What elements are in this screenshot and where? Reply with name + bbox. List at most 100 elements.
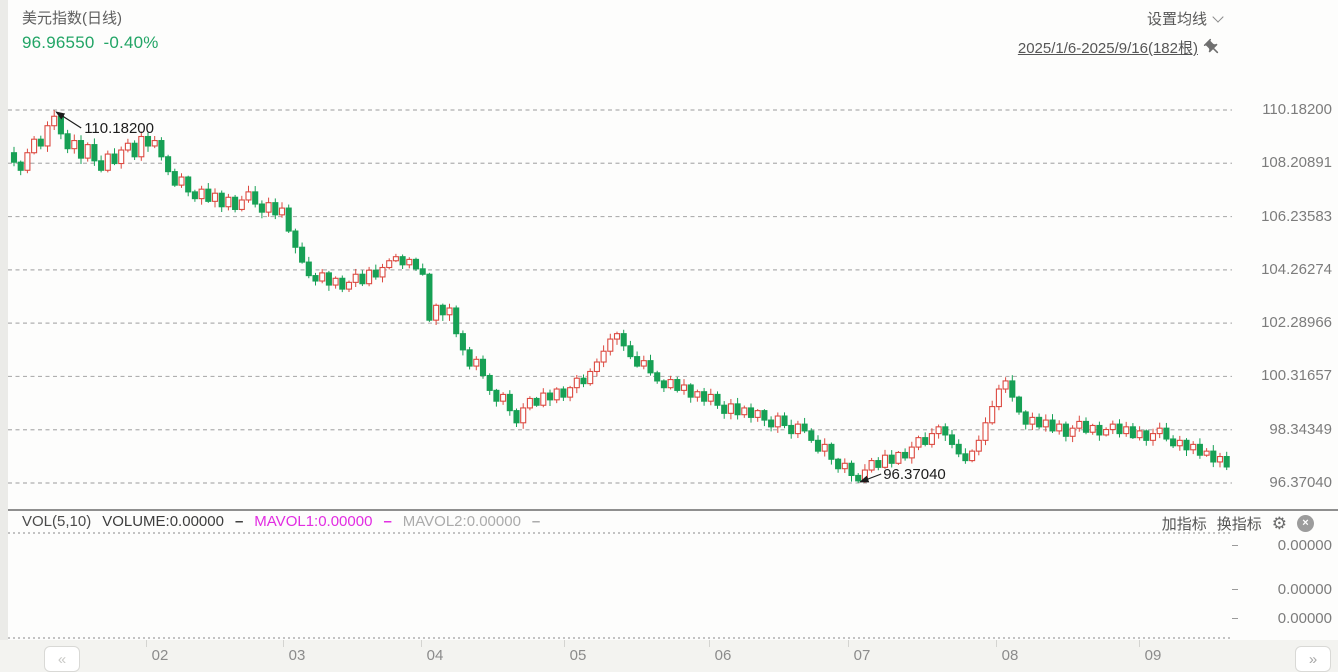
month-label: 02 bbox=[151, 647, 169, 664]
candle-body bbox=[232, 196, 239, 210]
candle-body bbox=[37, 138, 44, 147]
candle-body bbox=[788, 424, 795, 435]
candle-body bbox=[71, 140, 78, 150]
candle-body bbox=[124, 142, 131, 151]
candle-body bbox=[265, 202, 272, 213]
candle-body bbox=[473, 358, 480, 367]
candle-body bbox=[1036, 416, 1043, 428]
candle-body bbox=[835, 458, 842, 470]
candle-body bbox=[607, 338, 614, 352]
candle-body bbox=[660, 380, 667, 389]
candle-body bbox=[888, 454, 895, 464]
candle-body bbox=[694, 391, 701, 398]
switch-indicator-button[interactable]: 换指标 bbox=[1216, 516, 1262, 533]
candle-body bbox=[77, 140, 85, 159]
candle-body bbox=[821, 443, 828, 452]
candle-body bbox=[44, 125, 51, 147]
candle-body bbox=[714, 393, 721, 406]
candle-body bbox=[627, 345, 634, 358]
add-indicator-button[interactable]: 加指标 bbox=[1161, 516, 1207, 533]
candle-body bbox=[727, 403, 734, 414]
candle-body bbox=[875, 460, 882, 468]
candle-body bbox=[91, 144, 98, 162]
candle-body bbox=[774, 415, 781, 428]
date-range-link[interactable]: 2025/1/6-2025/9/16(182根) bbox=[1017, 40, 1198, 57]
month-label: 09 bbox=[1144, 647, 1162, 664]
candle-body bbox=[580, 377, 587, 385]
candle-body bbox=[855, 474, 862, 482]
month-tick bbox=[283, 640, 284, 647]
candle-body bbox=[741, 407, 748, 416]
candle-body bbox=[513, 410, 520, 424]
candle-body bbox=[466, 349, 473, 367]
candle-body bbox=[754, 410, 761, 418]
candle-body bbox=[205, 188, 212, 202]
candle-body bbox=[1049, 419, 1056, 432]
ma-settings-dropdown[interactable]: 设置均线 bbox=[1147, 8, 1224, 29]
candle-body bbox=[165, 156, 172, 173]
volume-axis-label: 0.00000 bbox=[1277, 537, 1332, 554]
candle-body bbox=[928, 433, 935, 445]
candle-body bbox=[433, 304, 440, 321]
candle-body bbox=[573, 377, 580, 389]
candle-body bbox=[345, 281, 353, 290]
candle-body bbox=[969, 450, 976, 462]
candle-body bbox=[593, 361, 600, 373]
candle-body bbox=[493, 389, 500, 402]
candle-body bbox=[975, 439, 982, 452]
candle-body bbox=[171, 171, 178, 186]
price-axis-label: 108.20891 bbox=[1261, 154, 1332, 172]
month-label: 04 bbox=[426, 647, 444, 664]
candle-body bbox=[634, 356, 641, 367]
month-tick bbox=[146, 640, 147, 647]
candle-body bbox=[412, 258, 420, 270]
volume-axis-tick bbox=[1232, 589, 1238, 590]
candlestick-svg[interactable]: 110.18200 96.37040 bbox=[8, 75, 1232, 505]
last-price: 96.96550 bbox=[22, 33, 95, 52]
candle-body bbox=[1089, 424, 1096, 433]
gear-icon[interactable]: ⚙ bbox=[1271, 514, 1287, 533]
candle-body bbox=[406, 258, 413, 266]
candle-body bbox=[453, 307, 460, 335]
candle-body bbox=[1149, 433, 1157, 441]
candle-body bbox=[1062, 423, 1069, 437]
mavol1-value: MAVOL1:0.00000 bbox=[254, 513, 373, 530]
candle-body bbox=[1216, 455, 1224, 463]
candle-body bbox=[479, 358, 487, 377]
candle-body bbox=[31, 138, 38, 154]
candle-body bbox=[392, 256, 399, 262]
candle-body bbox=[1123, 426, 1130, 435]
candle-body bbox=[1129, 426, 1136, 439]
candle-body bbox=[1156, 427, 1163, 435]
candle-body bbox=[1103, 428, 1110, 436]
left-edge-strip bbox=[0, 0, 8, 672]
volume-axis-label: 0.00000 bbox=[1277, 581, 1332, 598]
candle-body bbox=[808, 430, 815, 441]
candle-body bbox=[948, 434, 956, 445]
candle-body bbox=[191, 191, 198, 200]
candle-body bbox=[151, 140, 158, 147]
candle-body bbox=[1015, 396, 1023, 413]
candle-body bbox=[352, 273, 359, 283]
candle-body bbox=[734, 403, 741, 416]
scroll-right-button[interactable]: » bbox=[1295, 646, 1331, 672]
month-tick bbox=[848, 640, 849, 647]
high-annotation-arrow bbox=[55, 111, 82, 129]
candle-body bbox=[24, 152, 31, 171]
chevron-down-icon bbox=[1212, 10, 1224, 23]
candle-body bbox=[520, 407, 527, 424]
candle-body bbox=[1136, 430, 1143, 439]
volume-panel-bottom-gridline bbox=[8, 637, 1232, 639]
candle-body bbox=[285, 207, 292, 232]
candle-body bbox=[801, 423, 808, 432]
candle-body bbox=[881, 454, 889, 468]
volume-axis-tick bbox=[1232, 618, 1238, 619]
mavol1-legend-dash: – bbox=[383, 513, 392, 530]
candle-body bbox=[211, 192, 219, 202]
scroll-left-button[interactable]: « bbox=[44, 646, 80, 672]
candle-body bbox=[540, 392, 547, 406]
candle-body bbox=[1056, 423, 1063, 432]
close-icon[interactable]: × bbox=[1297, 515, 1314, 532]
pin-icon[interactable] bbox=[1199, 34, 1226, 61]
price-axis-label: 98.34349 bbox=[1269, 420, 1332, 438]
